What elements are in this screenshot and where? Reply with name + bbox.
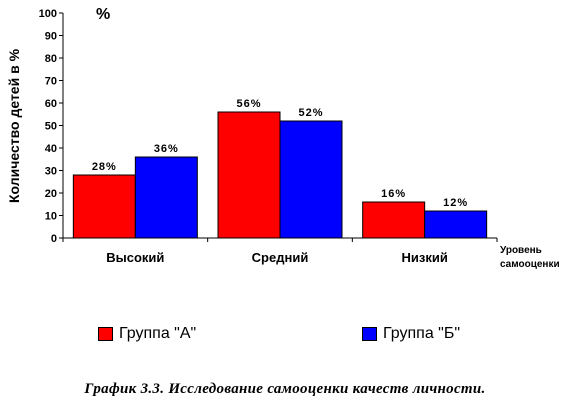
x-tick-label: Высокий [106,250,164,265]
legend-swatch-blue [362,327,377,341]
legend-label-group-b: Группа "Б" [383,325,461,342]
y-axis-unit: % [96,6,110,23]
y-axis-title: Количество детей в % [6,48,22,203]
x-tick-label: Низкий [401,250,447,265]
y-tick-label: 20 [45,188,57,200]
bar [217,111,281,239]
data-label: 36% [154,143,179,155]
y-tick-label: 40 [45,143,57,155]
legend-swatch-red [98,327,113,341]
y-tick-label: 0 [51,233,57,245]
bars [72,111,488,239]
data-label: 28% [92,161,117,173]
y-tick-label: 70 [45,76,57,88]
y-tick-label: 50 [45,121,57,133]
x-axis-title-line2: самооценки [500,259,560,270]
data-label: 52% [298,107,323,119]
y-tick-label: 90 [45,31,57,43]
y-tick-label: 60 [45,98,57,110]
x-axis-title-line1: Уровень [500,245,542,256]
legend-label-group-a: Группа "А" [119,325,197,342]
y-axis: 0 10 20 30 40 50 60 70 80 90 100 [39,8,64,245]
data-labels: 28% 36% 56% 52% 16% 12% [92,98,468,209]
y-tick-label: 10 [45,211,57,223]
legend-item-group-a: Группа "А" [98,325,196,343]
legend-item-group-b: Группа "Б" [362,325,460,343]
x-tick-label: Средний [252,250,309,265]
bar [72,174,136,239]
bar [424,210,488,239]
y-tick-label: 100 [39,8,57,20]
bar [362,201,426,239]
y-tick-label: 30 [45,166,57,178]
data-label: 16% [381,188,406,200]
data-label: 12% [443,197,468,209]
bar-chart: 0 10 20 30 40 50 60 70 80 90 100 Высокий Средний Низ… [6,6,560,270]
x-axis: Высокий Средний Низкий [62,237,498,265]
bar [134,156,198,239]
bar [279,120,343,239]
figure-caption: График 3.3. Исследование самооценки каче… [84,381,486,397]
data-label: 56% [236,98,261,110]
y-tick-label: 80 [45,53,57,65]
